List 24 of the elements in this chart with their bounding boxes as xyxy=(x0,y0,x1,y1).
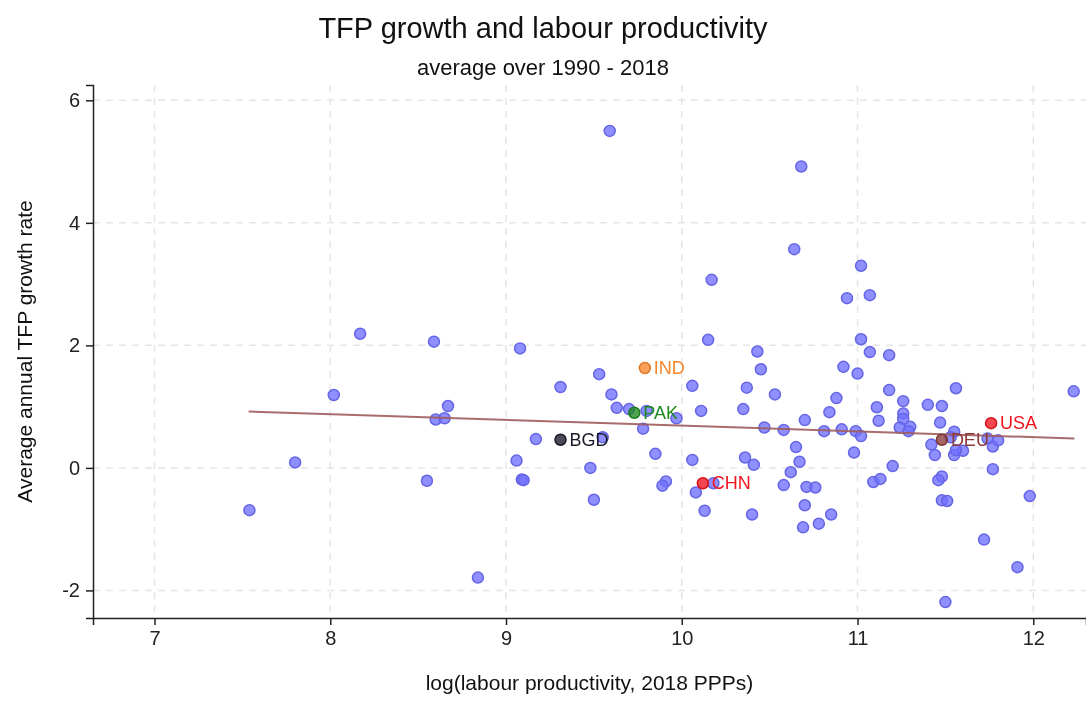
point xyxy=(554,433,567,446)
y-tick-label: 6 xyxy=(68,89,80,112)
chart-title: TFP growth and labour productivity xyxy=(318,12,769,44)
series-label: IND xyxy=(653,358,685,379)
y-tick-label: 4 xyxy=(68,211,80,234)
x-tick-label: 12 xyxy=(1022,627,1045,650)
series-label: BGD xyxy=(569,429,609,450)
chart-subtitle: average over 1990 - 2018 xyxy=(417,55,669,80)
series-label: USA xyxy=(1000,413,1038,434)
point xyxy=(935,433,949,446)
point xyxy=(638,361,652,375)
y-tick-label: 0 xyxy=(68,456,80,479)
point xyxy=(984,416,998,430)
y-tick-label: 2 xyxy=(68,334,80,357)
y-tick-label: -2 xyxy=(62,579,80,602)
x-tick-label: 10 xyxy=(671,627,694,650)
point xyxy=(628,406,641,419)
point xyxy=(696,476,710,490)
y-axis-title: Average annual TFP growth rate xyxy=(13,200,36,503)
x-axis-title: log(labour productivity, 2018 PPPs) xyxy=(425,671,754,694)
x-tick-label: 11 xyxy=(847,627,869,650)
x-tick-label: 9 xyxy=(500,627,513,650)
x-tick-label: 8 xyxy=(325,627,337,650)
x-tick-label: 7 xyxy=(149,627,161,650)
